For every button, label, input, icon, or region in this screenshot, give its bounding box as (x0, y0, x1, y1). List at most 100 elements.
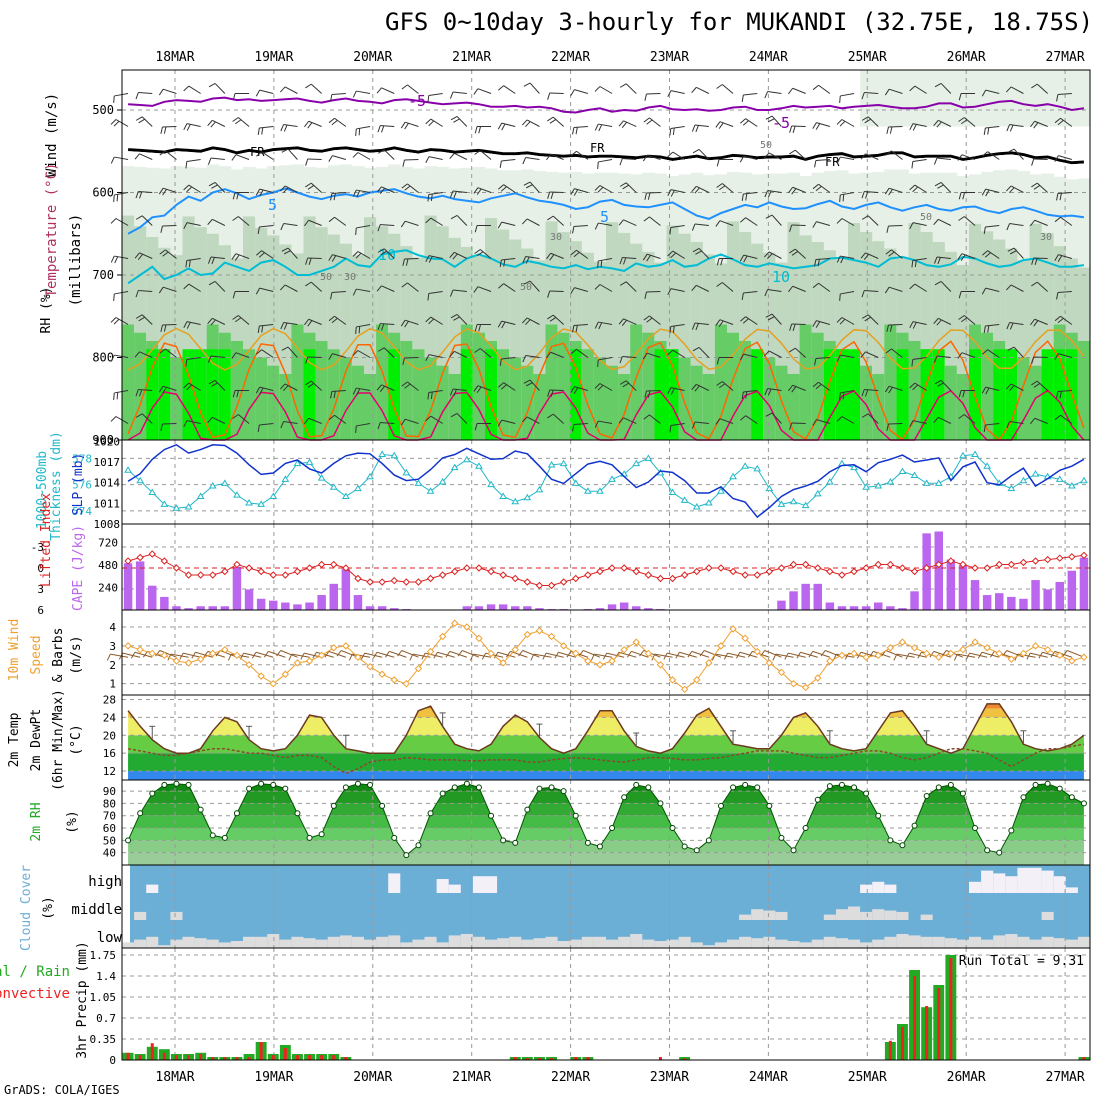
wind-barb (501, 258, 516, 261)
cloud-cell (969, 881, 982, 893)
wind-barb (841, 416, 855, 424)
wind-barb-feather (570, 150, 577, 157)
precip-conv-bar (658, 1057, 662, 1060)
wind-barb-feather (525, 121, 531, 128)
wind-barb-feather (231, 253, 237, 260)
wind-barb (914, 184, 927, 193)
wind-barb-feather (694, 187, 700, 194)
wind-barb (719, 319, 734, 325)
wind-barb-feather (449, 91, 454, 99)
slp-tick-label: 1017 (94, 456, 121, 469)
wind-barb-feather (113, 194, 115, 202)
wind-barb-feather (740, 217, 746, 223)
cape-bar (849, 606, 859, 610)
wind-barb-feather (644, 192, 647, 200)
wind-barb (696, 86, 710, 94)
pressure-tick-label: 900 (92, 433, 114, 447)
rh-shade-top (981, 70, 994, 127)
wind-barb-feather (842, 392, 845, 400)
wind-barb (574, 89, 588, 94)
wind-barb (867, 413, 879, 424)
wind-barb-feather (279, 284, 286, 291)
rh-point (778, 834, 785, 841)
cape-bar (910, 591, 919, 610)
wind-barb-feather (328, 414, 335, 421)
wind-barb-feather (185, 359, 188, 367)
wind-barb-feather (621, 319, 628, 326)
wind-barb-feather (449, 190, 454, 198)
wind-barb (912, 222, 927, 226)
wind-barb-feather (469, 653, 474, 661)
wind-barb-feather (815, 383, 822, 390)
wind-barb (936, 256, 951, 259)
wind-barb-feather (933, 417, 939, 423)
wind-barb (525, 157, 540, 160)
wind-barb-feather (718, 320, 724, 327)
rh-shade-top (860, 70, 873, 127)
wind-barb (1042, 651, 1060, 658)
wind-barb-feather (864, 316, 871, 322)
cape-bar (970, 580, 980, 610)
wind-barb (670, 387, 685, 391)
wind-barb (622, 356, 637, 358)
wind-barb-feather (1005, 284, 1012, 291)
rh-shade-bright (182, 349, 196, 440)
wind-barb (310, 380, 322, 391)
wind-barb-feather (312, 652, 317, 659)
cape-bar (958, 565, 968, 610)
precip-conv-bar (247, 1057, 251, 1060)
wind-barb-feather (643, 117, 650, 123)
wind-barb (865, 351, 879, 358)
wind-barb-feather (234, 317, 242, 323)
wind-barb-feather (1031, 380, 1038, 386)
wind-barb-feather (139, 191, 143, 199)
wind-barb-feather (739, 353, 745, 361)
thickness-point (632, 459, 641, 467)
wind-barb (134, 651, 153, 658)
cape-bar (632, 606, 641, 610)
date-label-top: 24MAR (749, 50, 788, 65)
wind-barb (287, 148, 298, 160)
cape-bar (123, 563, 133, 610)
thickness-point (317, 474, 326, 481)
rh-point (802, 825, 809, 832)
lifted-index-point (1019, 558, 1028, 567)
wind-barb-feather (763, 152, 770, 159)
wind-barb (912, 420, 927, 424)
wind-barb-feather (1054, 353, 1059, 360)
wind-barb (1009, 124, 1024, 127)
wind-barb-feather (789, 323, 793, 331)
lifted-index-point (172, 564, 181, 572)
wind-barb-feather (257, 424, 260, 432)
wind-barb-feather (627, 651, 632, 658)
cloud-cell (134, 939, 147, 948)
wind-barb (840, 93, 855, 97)
wind-barb (430, 415, 443, 424)
wind-barb-feather (597, 186, 604, 193)
wind-barb-feather (328, 353, 333, 360)
cape-frame (121, 523, 1091, 611)
wind-barb (383, 149, 395, 160)
lifted-index-point (499, 571, 507, 579)
cloud-cell (884, 936, 897, 948)
wind-barb-feather (772, 653, 777, 661)
wind-barb (114, 354, 129, 358)
wind-barb (666, 652, 685, 658)
wind-barb-feather (404, 383, 411, 389)
lifted-index-point (826, 567, 834, 576)
wind-barb (649, 414, 661, 424)
wind-barb (404, 121, 419, 127)
rh-shade-green (811, 332, 825, 440)
wind-barb (165, 348, 177, 358)
temp-band (128, 753, 1084, 772)
wind-barb-feather (619, 356, 623, 364)
wind-barb-feather (160, 225, 163, 233)
wind-barb (356, 189, 371, 193)
precip-conv-bar (525, 1058, 529, 1060)
wind-barb-feather (937, 382, 944, 387)
wind-barb (618, 651, 637, 658)
wind-speed-point (426, 647, 435, 656)
wind-barb-feather (839, 95, 841, 103)
wind-barb-feather (113, 293, 115, 301)
rh-point (790, 847, 797, 854)
